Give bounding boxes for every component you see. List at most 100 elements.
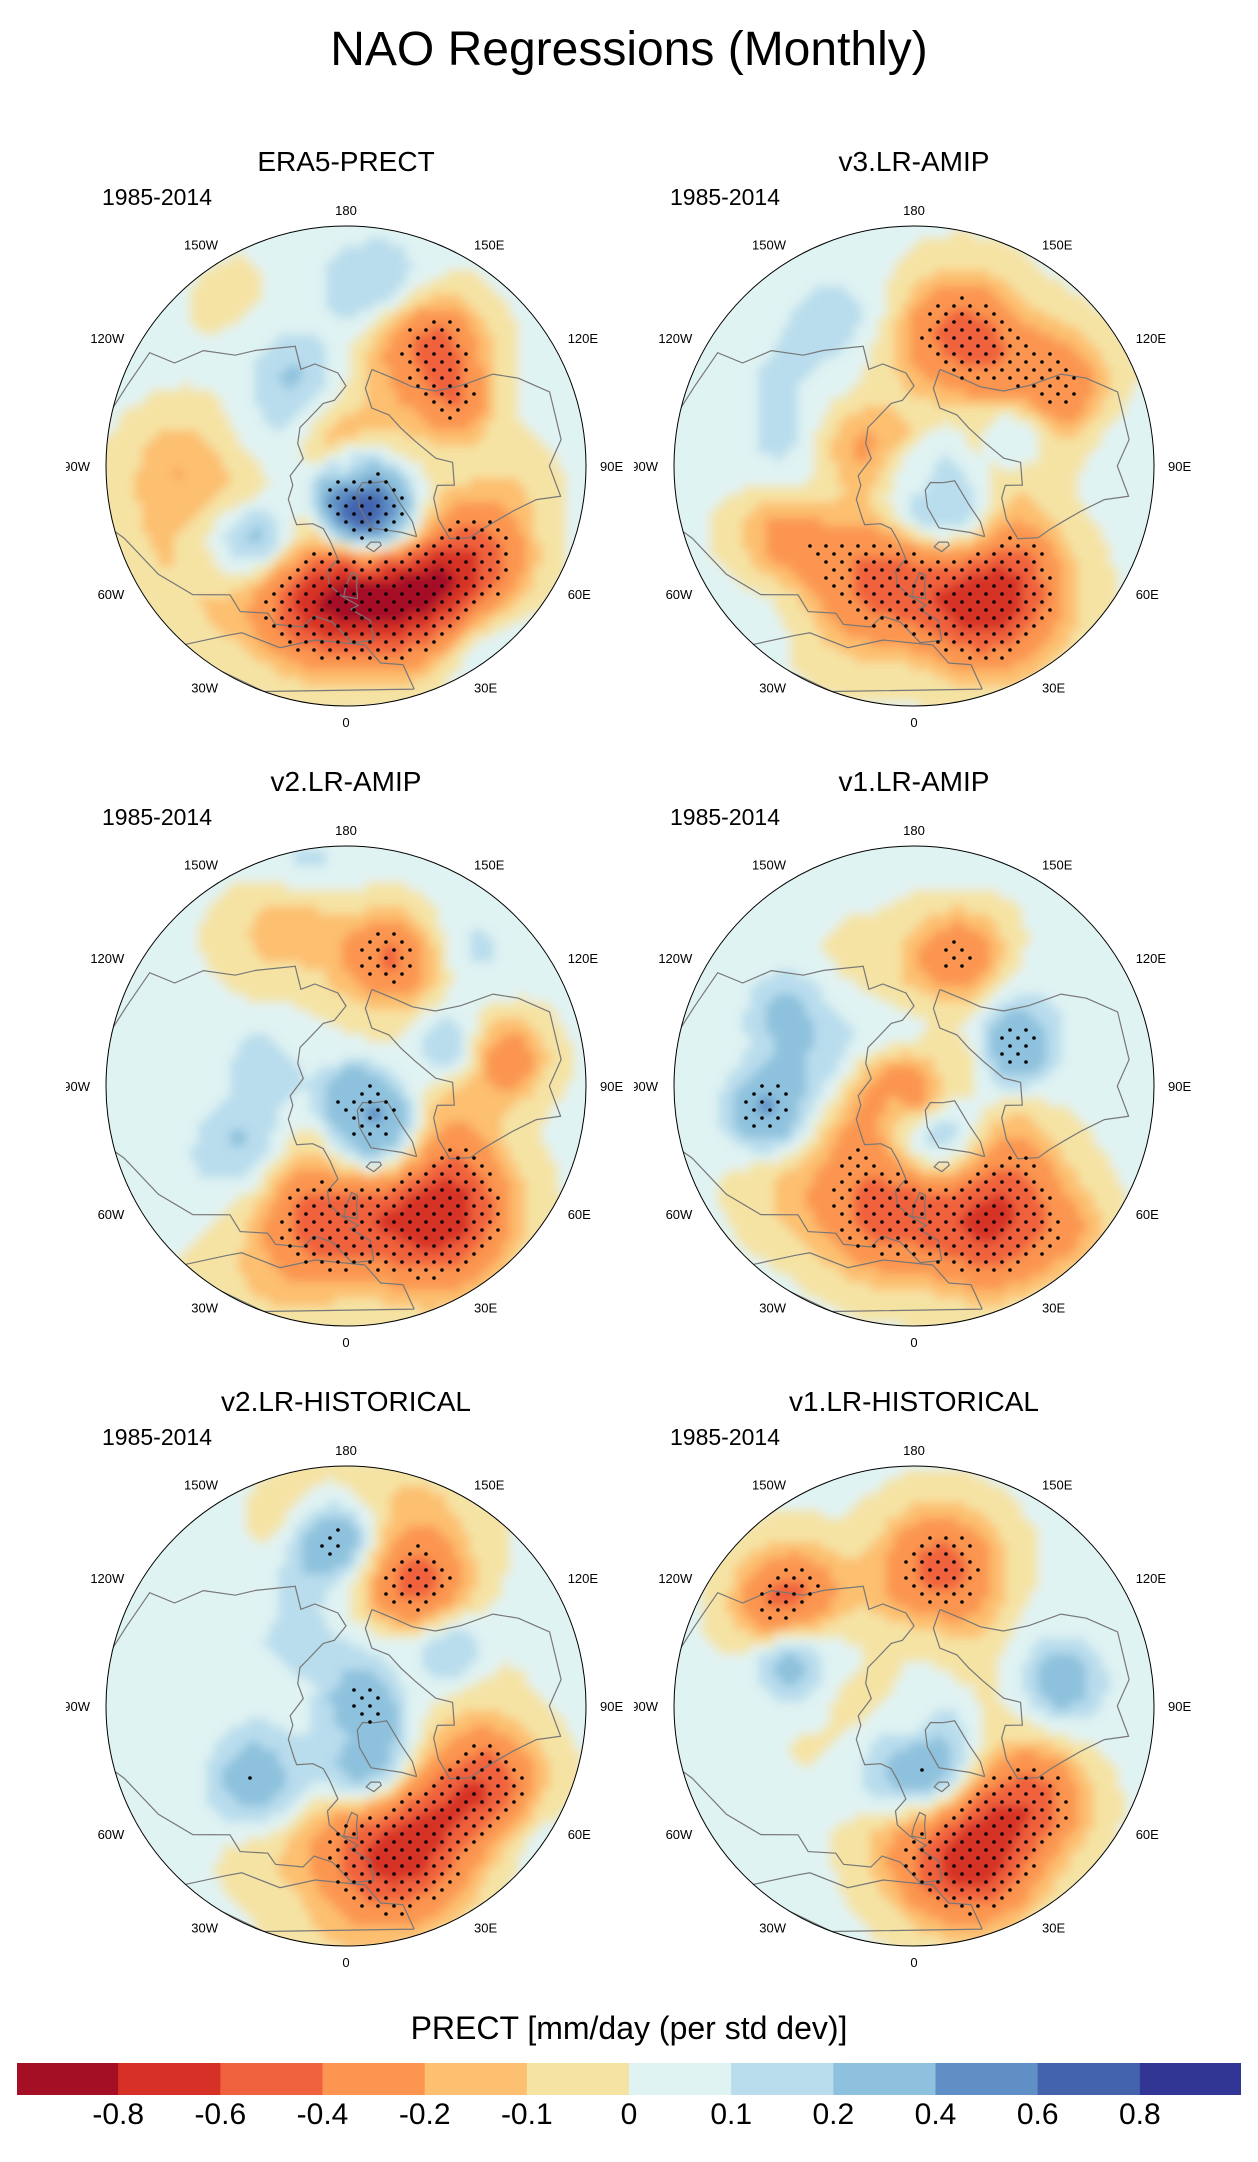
field-cell: [406, 366, 415, 375]
field-cell: [1038, 446, 1047, 455]
field-cell: [254, 470, 263, 479]
field-cell: [230, 542, 239, 551]
field-cell: [278, 646, 287, 655]
field-cell: [446, 598, 455, 607]
field-cell: [270, 358, 279, 367]
field-cell: [502, 638, 511, 647]
field-cell: [310, 286, 319, 295]
field-cell: [838, 302, 847, 311]
field-cell: [230, 550, 239, 559]
field-cell: [454, 438, 463, 447]
field-cell: [910, 286, 919, 295]
stipple-dot: [376, 648, 380, 652]
field-cell: [718, 438, 727, 447]
field-cell: [510, 486, 519, 495]
field-cell: [1126, 430, 1135, 439]
field-cell: [270, 686, 279, 695]
field-cell: [862, 414, 871, 423]
field-cell: [518, 302, 527, 311]
stipple-dot: [352, 608, 356, 612]
field-cell: [1030, 374, 1039, 383]
field-cell: [862, 454, 871, 463]
field-cell: [822, 246, 831, 255]
longitude-label: 120E: [568, 331, 599, 346]
field-cell: [198, 454, 207, 463]
field-cell: [1142, 382, 1151, 391]
field-cell: [814, 278, 823, 287]
field-cell: [750, 326, 759, 335]
field-cell: [286, 366, 295, 375]
field-cell: [1006, 454, 1015, 463]
field-cell: [414, 686, 423, 695]
field-cell: [326, 558, 335, 567]
field-cell: [278, 662, 287, 671]
field-cell: [230, 494, 239, 503]
field-cell: [518, 582, 527, 591]
stipple-dot: [288, 576, 292, 580]
field-cell: [526, 470, 535, 479]
field-cell: [1078, 350, 1087, 359]
field-cell: [502, 462, 511, 471]
field-cell: [182, 318, 191, 327]
field-cell: [390, 406, 399, 415]
field-cell: [934, 278, 943, 287]
stipple-dot: [376, 504, 380, 508]
field-cell: [766, 366, 775, 375]
field-cell: [1030, 454, 1039, 463]
field-cell: [758, 334, 767, 343]
field-cell: [414, 646, 423, 655]
field-cell: [790, 286, 799, 295]
field-cell: [798, 262, 807, 271]
field-cell: [1014, 310, 1023, 319]
field-cell: [494, 366, 503, 375]
field-cell: [590, 462, 599, 471]
field-cell: [278, 654, 287, 663]
field-cell: [734, 430, 743, 439]
field-cell: [478, 278, 487, 287]
field-cell: [1014, 414, 1023, 423]
field-cell: [214, 286, 223, 295]
field-cell: [374, 454, 383, 463]
field-cell: [878, 390, 887, 399]
field-cell: [342, 270, 351, 279]
field-cell: [390, 462, 399, 471]
field-cell: [1062, 310, 1071, 319]
field-cell: [406, 542, 415, 551]
stipple-dot: [456, 552, 460, 556]
field-cell: [982, 262, 991, 271]
field-cell: [1022, 470, 1031, 479]
field-cell: [1022, 326, 1031, 335]
field-cell: [254, 518, 263, 527]
field-cell: [566, 478, 575, 487]
field-cell: [366, 246, 375, 255]
field-cell: [470, 438, 479, 447]
field-cell: [318, 366, 327, 375]
field-cell: [238, 406, 247, 415]
field-cell: [254, 286, 263, 295]
field-cell: [526, 510, 535, 519]
field-cell: [550, 518, 559, 527]
field-cell: [438, 558, 447, 567]
stipple-dot: [456, 600, 460, 604]
field-cell: [110, 494, 119, 503]
field-cell: [886, 374, 895, 383]
field-cell: [574, 422, 583, 431]
field-cell: [878, 486, 887, 495]
field-cell: [470, 302, 479, 311]
field-cell: [398, 646, 407, 655]
field-cell: [254, 318, 263, 327]
field-cell: [222, 534, 231, 543]
field-cell: [510, 422, 519, 431]
field-cell: [1062, 470, 1071, 479]
field-cell: [422, 246, 431, 255]
field-cell: [494, 566, 503, 575]
field-cell: [854, 318, 863, 327]
field-cell: [510, 614, 519, 623]
field-cell: [334, 518, 343, 527]
field-cell: [1102, 366, 1111, 375]
field-cell: [270, 662, 279, 671]
field-cell: [430, 422, 439, 431]
stipple-dot: [336, 480, 340, 484]
field-cell: [846, 438, 855, 447]
field-cell: [790, 342, 799, 351]
